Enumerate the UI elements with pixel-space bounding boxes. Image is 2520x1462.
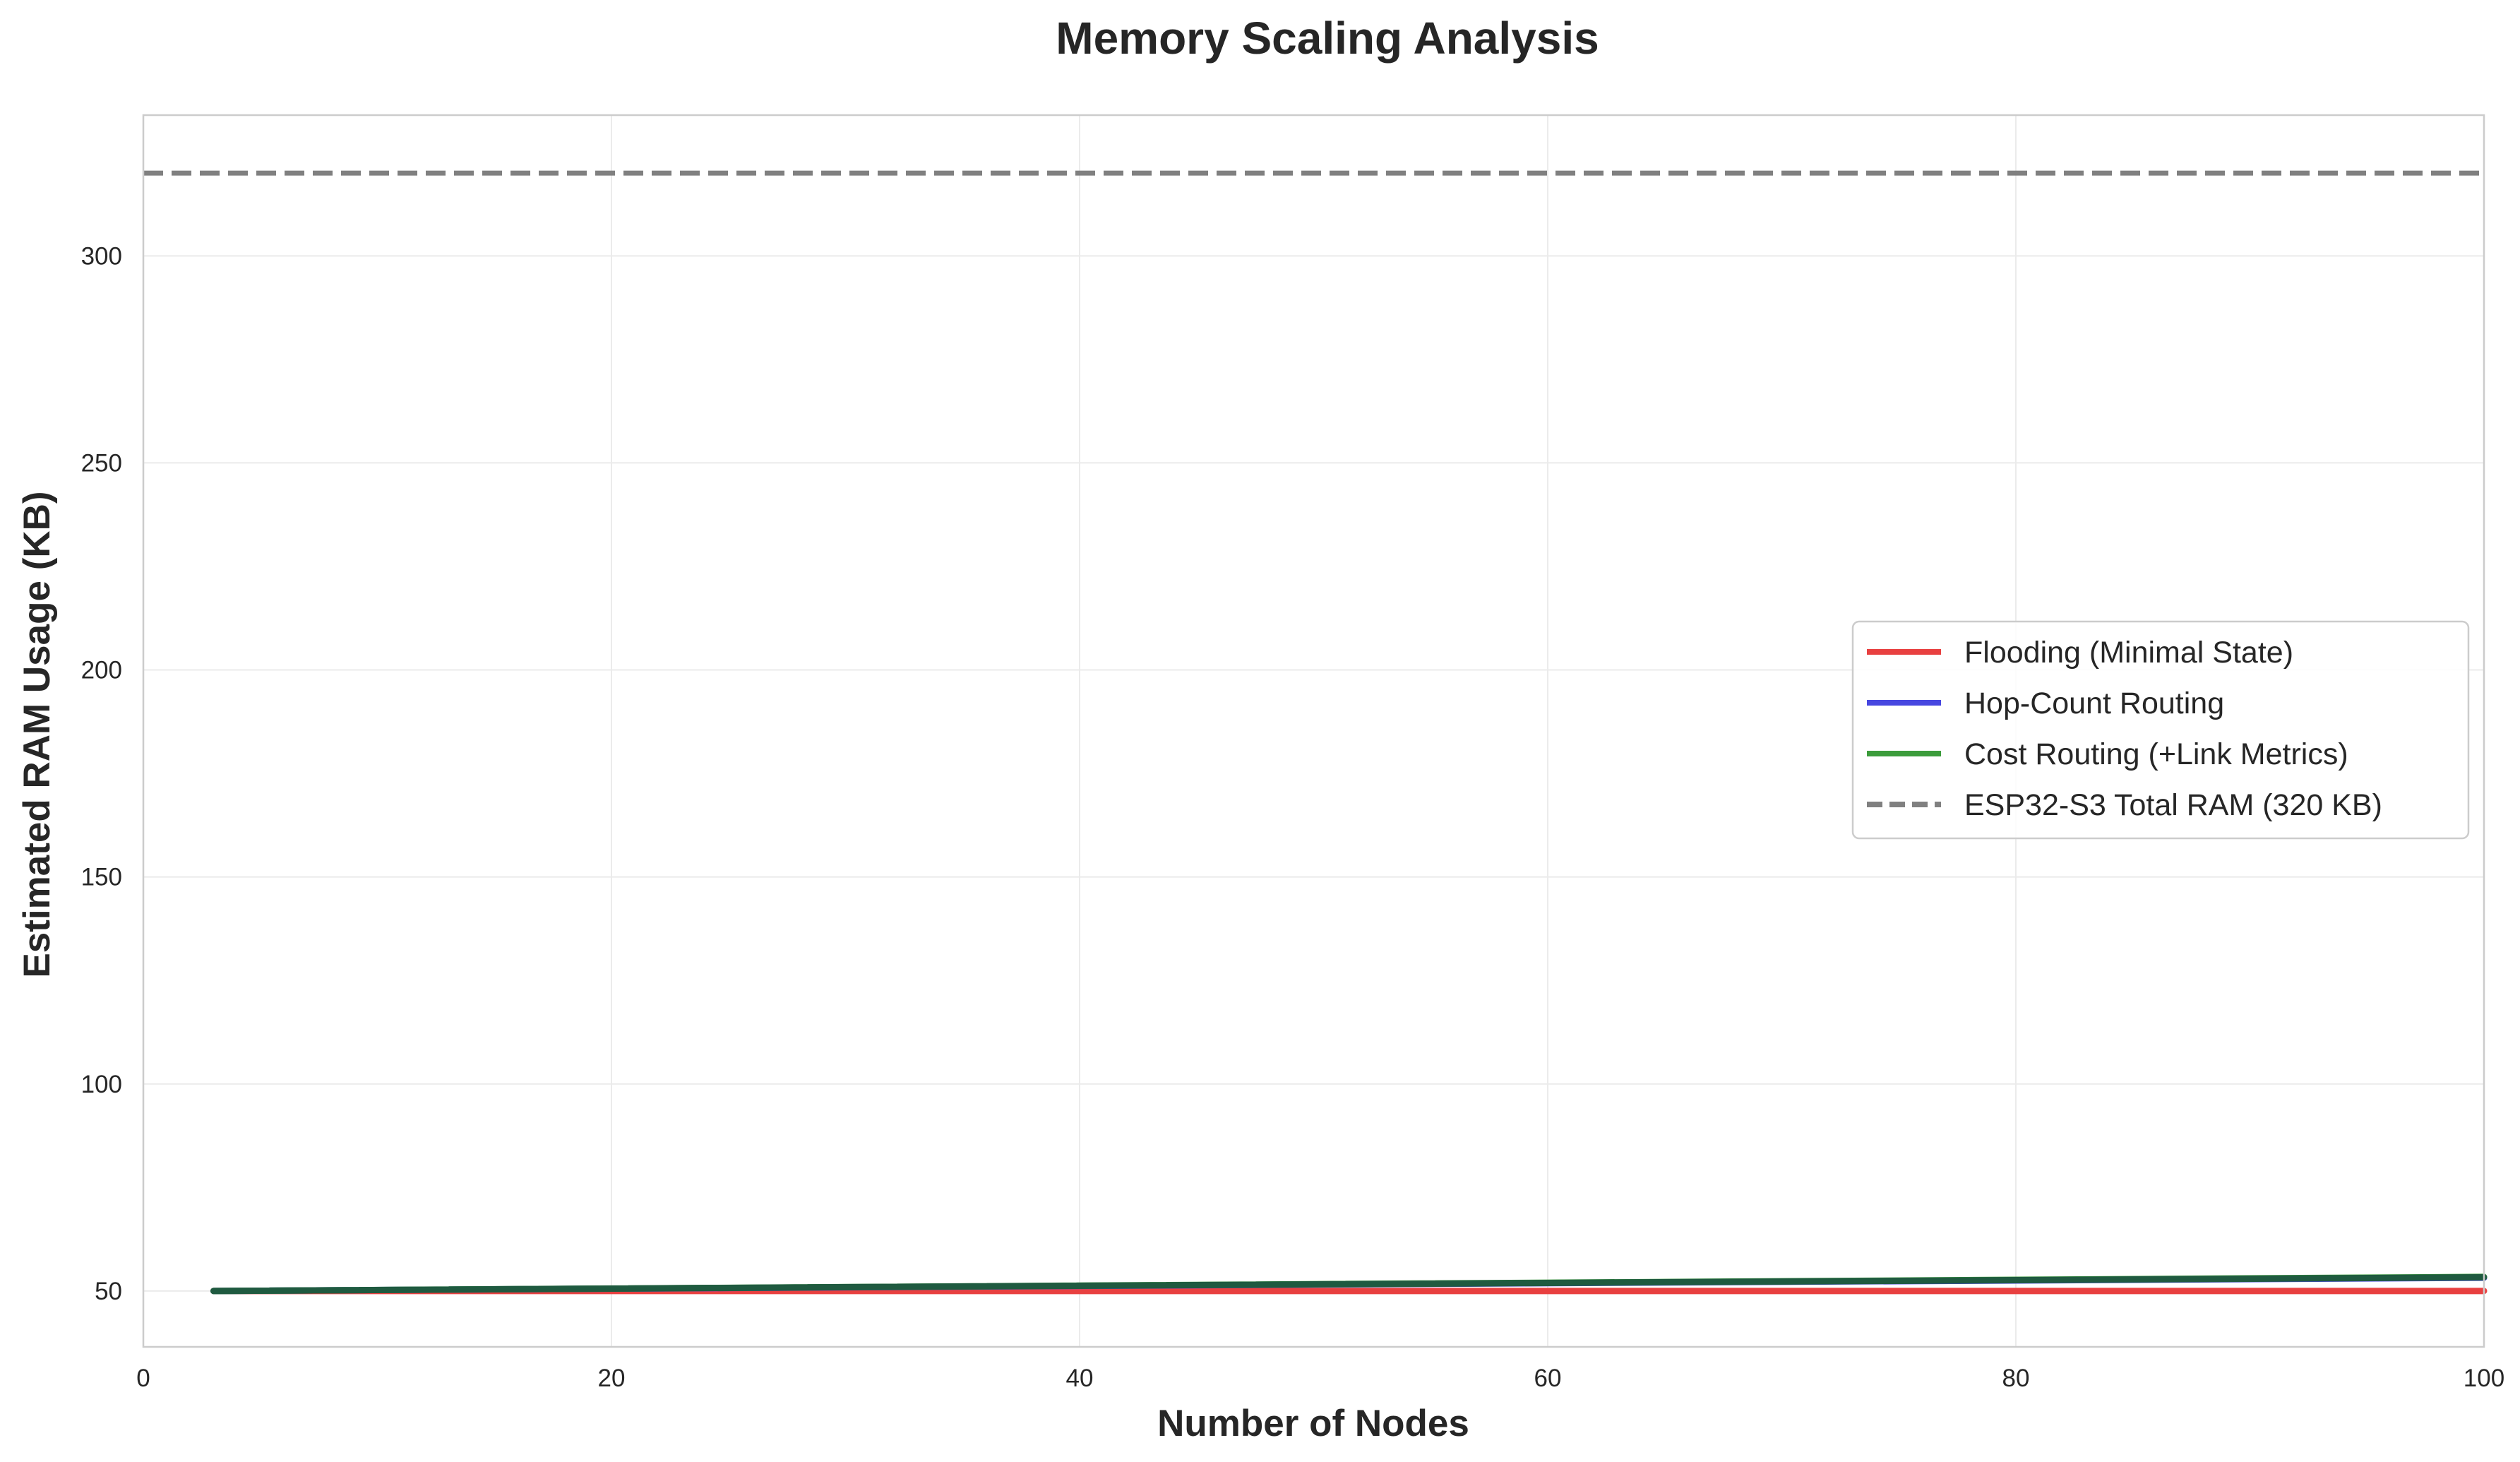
tick-labels: 0 20 40 60 80 100 50 100 150 200 250 300	[81, 242, 2505, 1392]
x-tick-label: 100	[2464, 1365, 2504, 1392]
y-tick-label: 50	[95, 1278, 122, 1305]
x-tick-label: 60	[1534, 1365, 1562, 1392]
x-tick-label: 80	[2002, 1365, 2030, 1392]
legend-box	[1851, 620, 2470, 840]
plot-lines	[143, 170, 2488, 1295]
y-axis-label: Estimated RAM Usage (KB)	[16, 491, 58, 977]
plot-frame	[142, 114, 2485, 1348]
x-tick-label: 0	[136, 1365, 150, 1392]
legend-label: ESP32-S3 Total RAM (320 KB)	[1964, 788, 2382, 822]
series-overlap-line	[210, 1274, 2488, 1295]
legend-label: Hop-Count Routing	[1964, 687, 2224, 720]
legend-label: Flooding (Minimal State)	[1964, 636, 2293, 670]
y-tick-label: 250	[81, 449, 122, 477]
x-tick-label: 40	[1066, 1365, 1094, 1392]
y-tick-label: 100	[81, 1071, 122, 1098]
x-axis-label: Number of Nodes	[1157, 1403, 1469, 1444]
legend: Flooding (Minimal State) Hop-Count Routin…	[1851, 620, 2470, 840]
y-tick-label: 300	[81, 242, 122, 270]
y-tick-label: 150	[81, 864, 122, 891]
x-tick-label: 20	[598, 1365, 626, 1392]
legend-label: Cost Routing (+Link Metrics)	[1964, 737, 2348, 771]
chart-title: Memory Scaling Analysis	[1056, 13, 1599, 64]
y-tick-label: 200	[81, 657, 122, 684]
